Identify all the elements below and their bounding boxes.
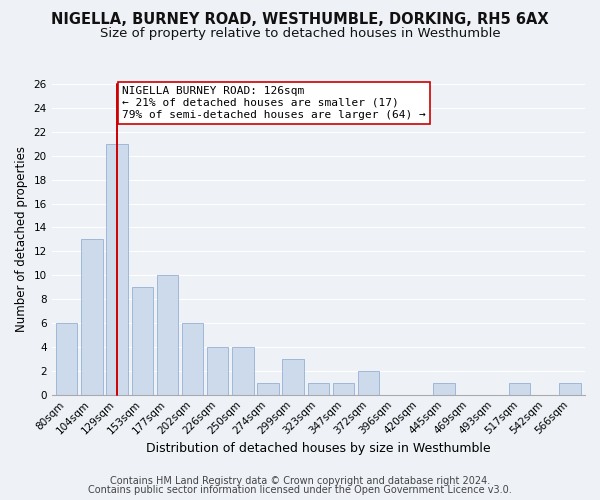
Bar — [182, 323, 203, 394]
Bar — [333, 383, 354, 394]
Bar — [358, 371, 379, 394]
Bar — [308, 383, 329, 394]
Bar — [56, 323, 77, 394]
Bar — [257, 383, 279, 394]
Text: Size of property relative to detached houses in Westhumble: Size of property relative to detached ho… — [100, 28, 500, 40]
Text: Contains public sector information licensed under the Open Government Licence v3: Contains public sector information licen… — [88, 485, 512, 495]
Text: Contains HM Land Registry data © Crown copyright and database right 2024.: Contains HM Land Registry data © Crown c… — [110, 476, 490, 486]
Bar — [232, 347, 254, 395]
Text: NIGELLA BURNEY ROAD: 126sqm
← 21% of detached houses are smaller (17)
79% of sem: NIGELLA BURNEY ROAD: 126sqm ← 21% of det… — [122, 86, 426, 120]
Bar — [81, 240, 103, 394]
Bar — [131, 287, 153, 395]
Bar — [509, 383, 530, 394]
Bar — [559, 383, 581, 394]
Bar — [106, 144, 128, 395]
Bar — [157, 275, 178, 394]
X-axis label: Distribution of detached houses by size in Westhumble: Distribution of detached houses by size … — [146, 442, 491, 455]
Text: NIGELLA, BURNEY ROAD, WESTHUMBLE, DORKING, RH5 6AX: NIGELLA, BURNEY ROAD, WESTHUMBLE, DORKIN… — [51, 12, 549, 28]
Bar — [433, 383, 455, 394]
Bar — [283, 359, 304, 394]
Bar — [207, 347, 229, 395]
Y-axis label: Number of detached properties: Number of detached properties — [15, 146, 28, 332]
